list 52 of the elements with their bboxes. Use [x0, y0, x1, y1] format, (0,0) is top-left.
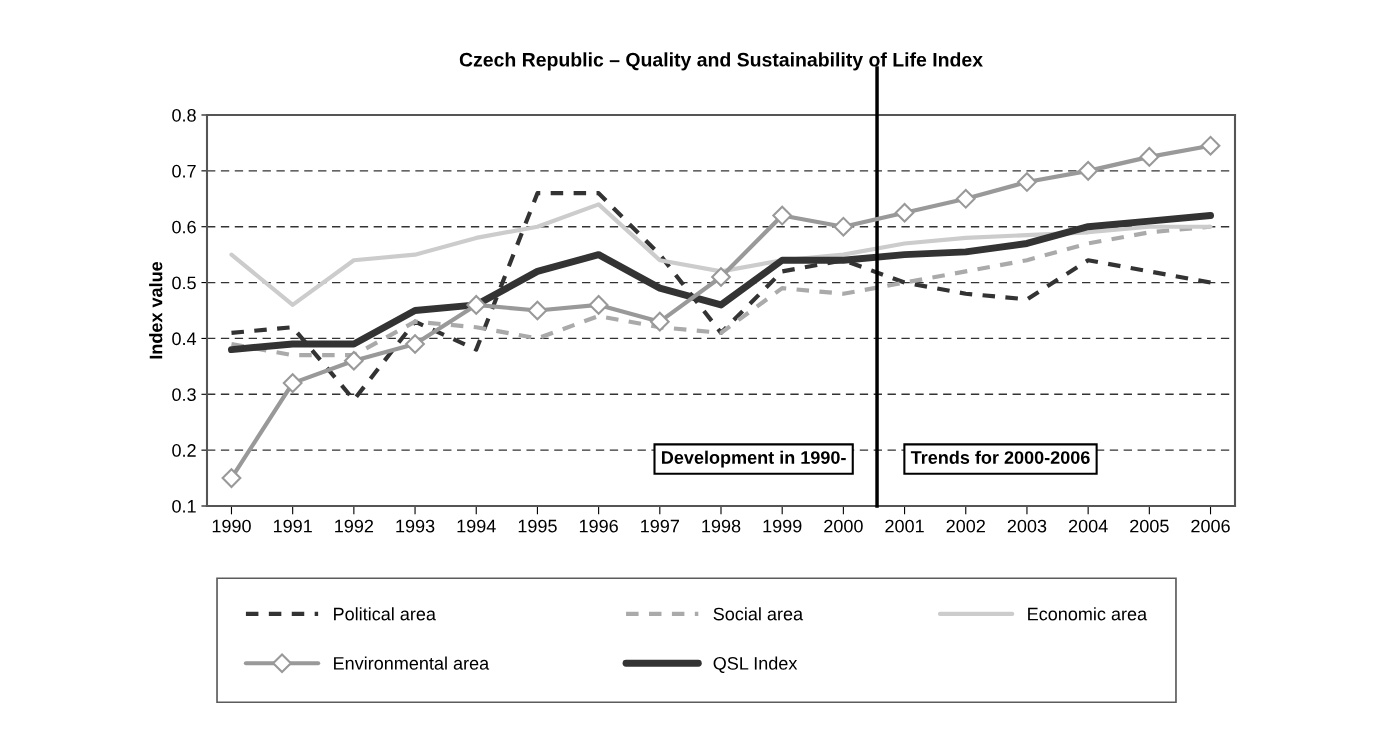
legend-label: QSL Index: [713, 656, 798, 673]
point: [282, 373, 303, 393]
x-tick-label: 1994: [457, 519, 496, 533]
point: [955, 188, 976, 209]
point: [1200, 135, 1221, 156]
x-tick-label: 2001: [885, 519, 924, 533]
point: [833, 216, 854, 237]
point: [772, 205, 793, 226]
x-tick-label: 1997: [641, 519, 679, 533]
point: [343, 350, 364, 371]
y-tick-label: 0.1: [172, 499, 196, 513]
y-tick-label: 0.4: [172, 332, 197, 346]
point: [649, 311, 670, 332]
point: [1139, 147, 1160, 167]
point: [221, 468, 242, 488]
chart-title: Czech Republic – Quality and Sustainability of Life Index: [459, 52, 983, 71]
point: [894, 202, 915, 223]
y-tick-label: 0.7: [172, 164, 196, 178]
y-tick-label: 0.6: [172, 220, 196, 234]
point: [588, 295, 609, 315]
legend-label: Social area: [713, 607, 804, 621]
point: [711, 267, 731, 287]
x-tick-label: 1990: [212, 519, 251, 533]
y-tick-label: 0.8: [172, 108, 196, 122]
legend-label: Political area: [334, 607, 436, 621]
annotation: Trends for 2000-2006: [910, 450, 1090, 464]
x-tick-label: 1992: [335, 519, 374, 533]
x-tick-label: 2000: [824, 519, 863, 533]
y-tick-label: 0.5: [172, 276, 196, 290]
point: [1017, 172, 1037, 192]
x-tick-label: 1991: [273, 519, 312, 533]
x-tick-label: 2005: [1130, 519, 1169, 533]
x-tick-label: 1995: [518, 519, 557, 533]
x-tick-label: 2006: [1191, 519, 1230, 533]
x-tick-label: 1993: [396, 519, 435, 533]
y-tick-label: 0.2: [172, 444, 196, 457]
x-tick-label: 1999: [763, 519, 802, 533]
annotation: Development in 1990-: [662, 450, 846, 468]
legend-label: Environmental area: [334, 656, 490, 670]
x-tick-label: 2003: [1007, 519, 1047, 533]
x-tick-label: 2004: [1068, 519, 1108, 533]
y-axis-title: Index value: [149, 261, 163, 359]
point: [466, 295, 487, 315]
y-tick-label: 0.3: [172, 388, 196, 402]
point: [1078, 160, 1099, 181]
legend-label: Economic area: [1028, 607, 1148, 621]
x-tick-label: 1996: [579, 519, 618, 533]
x-tick-label: 2002: [946, 519, 985, 533]
point: [405, 334, 425, 354]
line-series: [229, 202, 1213, 307]
point: [527, 300, 548, 321]
x-tick-label: 1998: [702, 519, 741, 533]
